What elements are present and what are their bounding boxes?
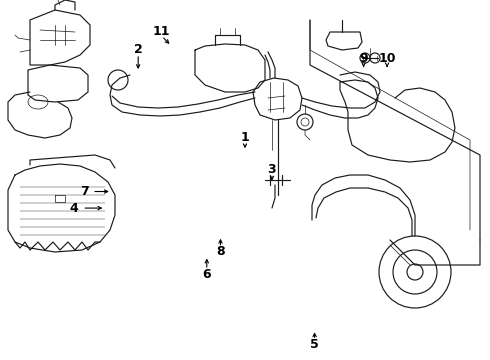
Text: 9: 9 [359, 52, 368, 65]
Text: 7: 7 [80, 185, 89, 198]
Text: 3: 3 [268, 163, 276, 176]
Text: 1: 1 [241, 131, 249, 144]
Text: 8: 8 [216, 245, 225, 258]
Text: 4: 4 [69, 202, 78, 215]
Text: 2: 2 [134, 43, 143, 56]
Text: 11: 11 [153, 25, 171, 38]
Text: 5: 5 [310, 338, 319, 351]
Text: 6: 6 [202, 268, 211, 281]
Text: 10: 10 [378, 52, 396, 65]
